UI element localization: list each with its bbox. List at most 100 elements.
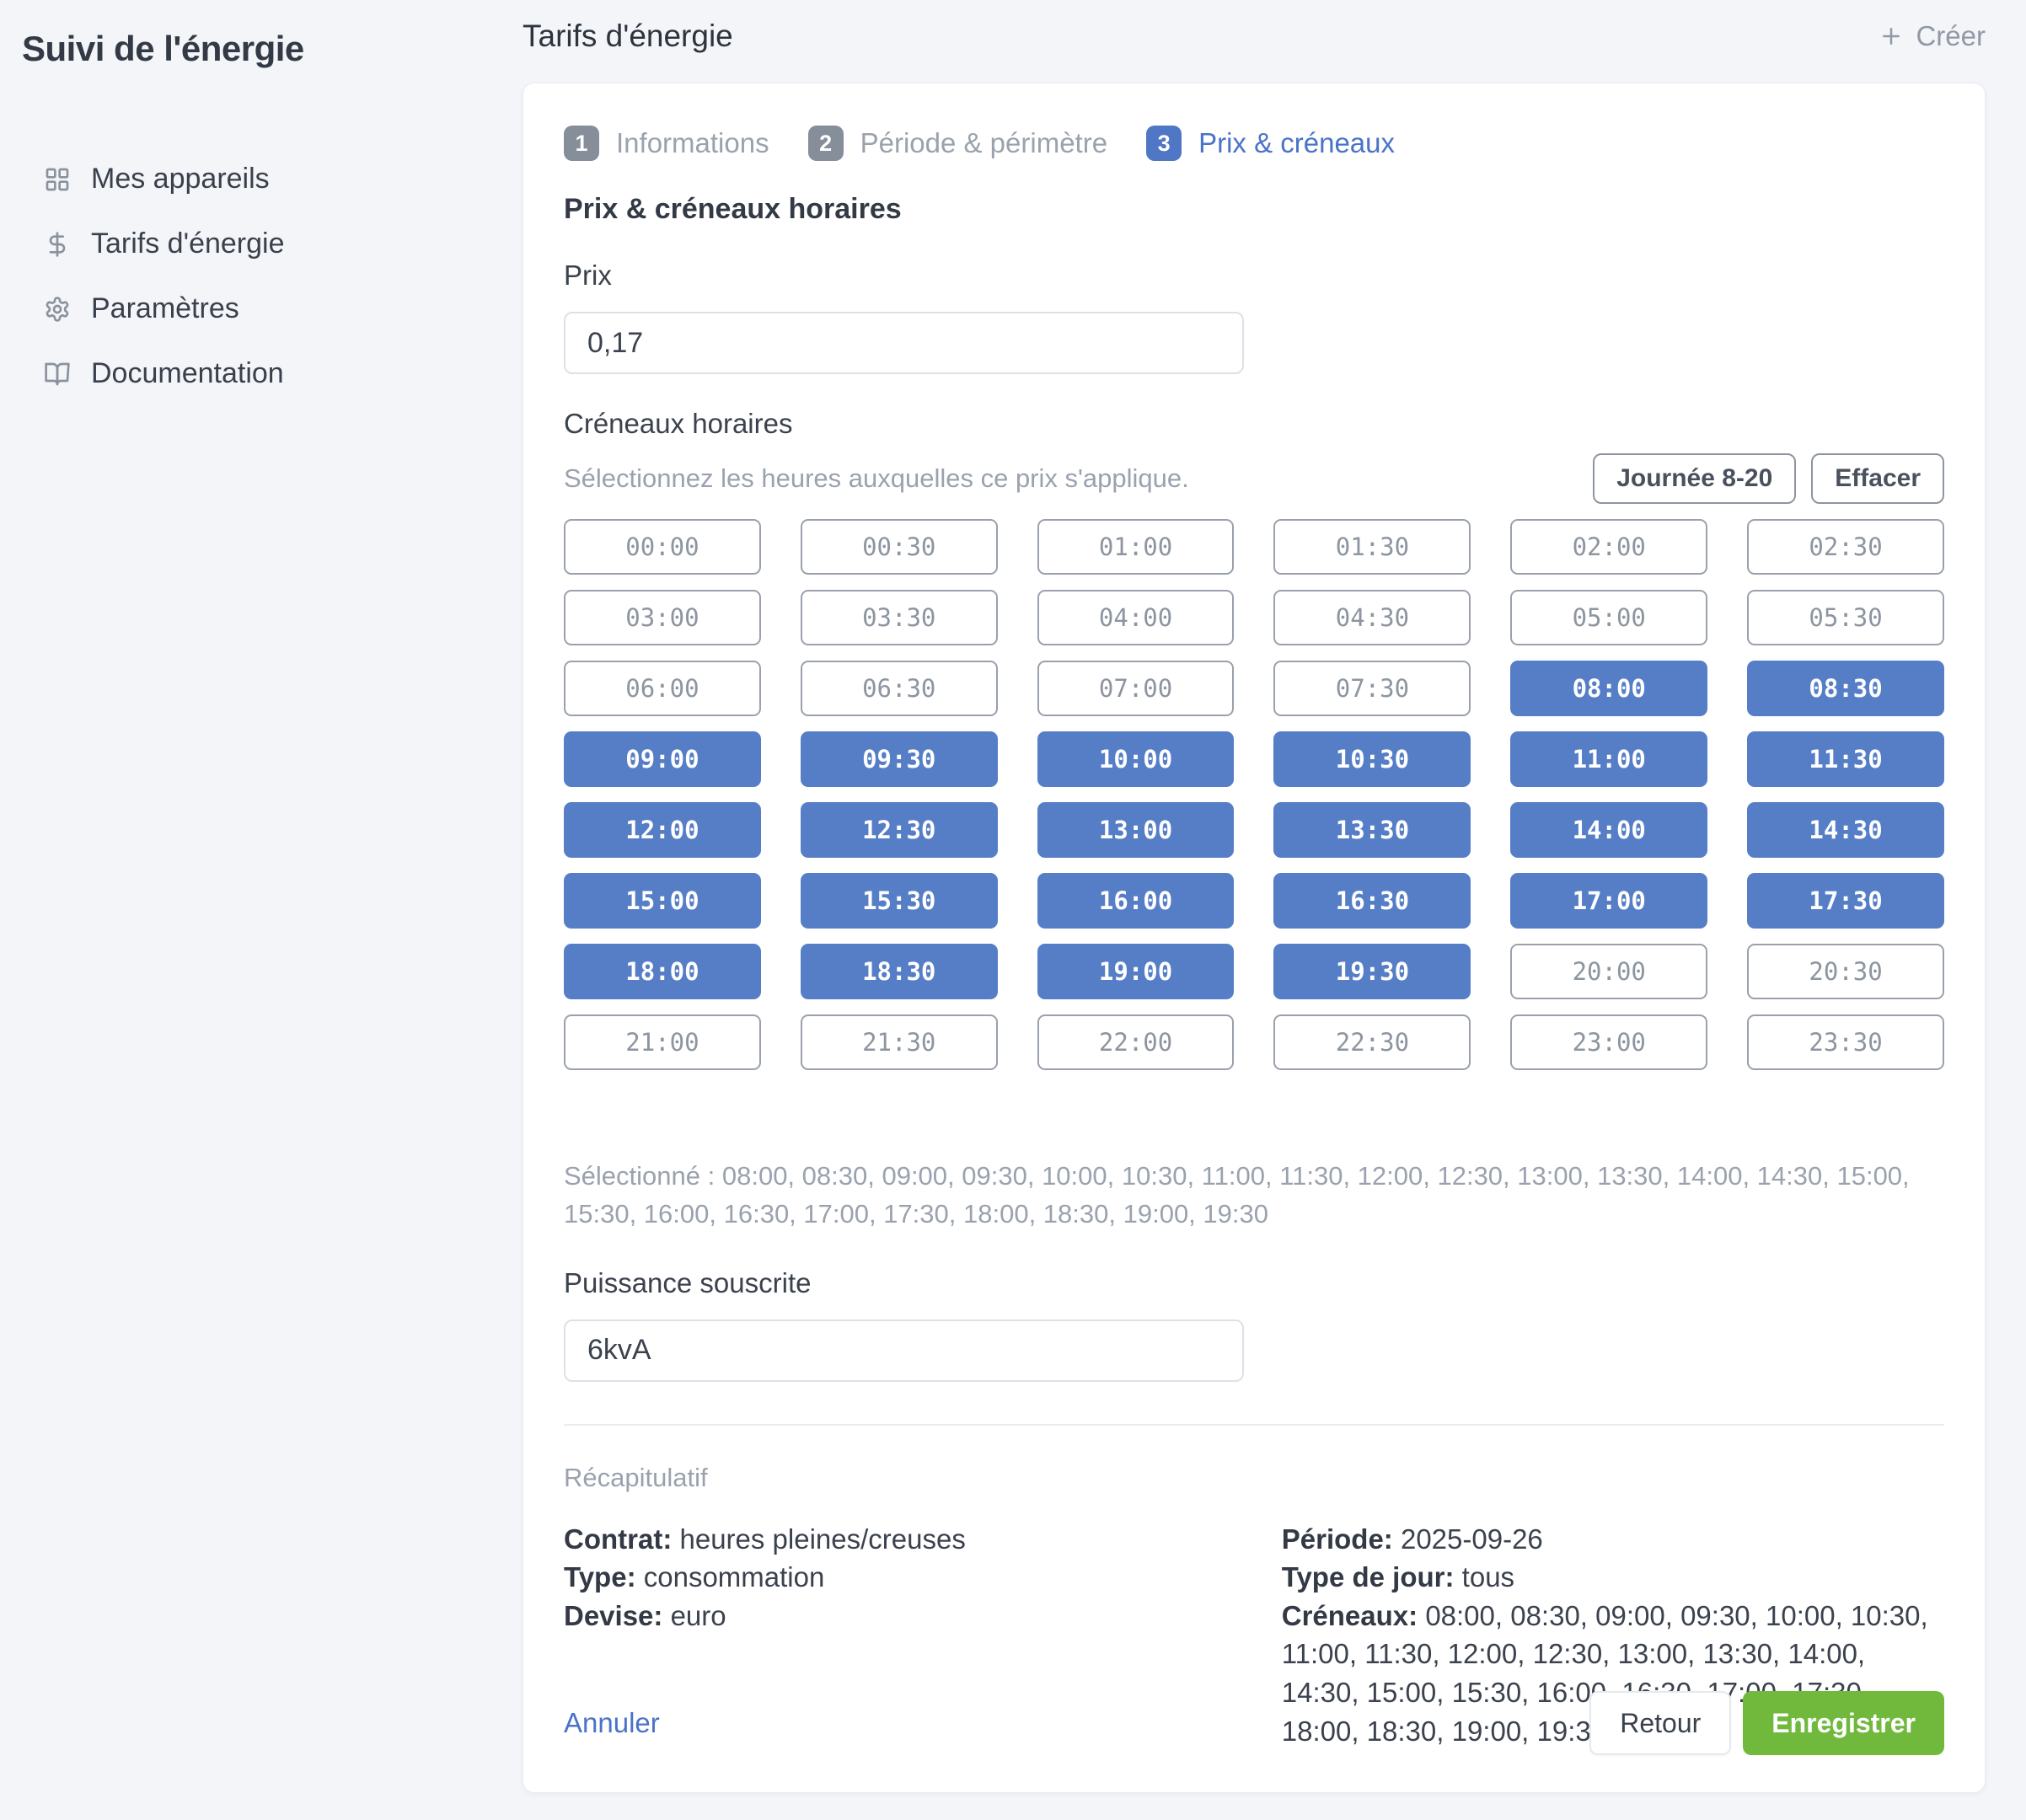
recap-periode: Période: 2025-09-26 xyxy=(1282,1520,1944,1559)
page-title: Tarifs d'énergie xyxy=(523,19,733,53)
time-slot-10-30[interactable]: 10:30 xyxy=(1273,731,1471,787)
recap-devise: Devise: euro xyxy=(564,1597,1282,1635)
step-3-prix-creneaux[interactable]: 3 Prix & créneaux xyxy=(1146,126,1395,161)
time-slot-20-30[interactable]: 20:30 xyxy=(1747,944,1944,999)
time-slot-08-30[interactable]: 08:30 xyxy=(1747,661,1944,716)
step-3-label: Prix & créneaux xyxy=(1198,127,1396,158)
step-2-label: Période & périmètre xyxy=(860,127,1108,158)
time-slot-15-00[interactable]: 15:00 xyxy=(564,873,761,929)
save-button[interactable]: Enregistrer xyxy=(1743,1691,1944,1756)
recap-devise-value: euro xyxy=(670,1599,726,1631)
tariff-wizard-card: 1 Informations 2 Période & périmètre 3 P… xyxy=(523,83,1986,1794)
time-slot-01-00[interactable]: 01:00 xyxy=(1037,519,1235,575)
recap-creneaux-value: 08:00, 08:30, 09:00, 09:30, 10:00, 10:30… xyxy=(1281,1599,1928,1747)
time-slot-12-30[interactable]: 12:30 xyxy=(800,802,998,858)
section-title: Prix & créneaux horaires xyxy=(564,193,902,225)
time-slot-03-30[interactable]: 03:30 xyxy=(800,590,998,645)
grid-icon xyxy=(46,168,69,190)
sidebar-item-label: Paramètres xyxy=(91,292,239,324)
sidebar-item-mes-appareils[interactable]: Mes appareils xyxy=(19,147,502,211)
power-input[interactable] xyxy=(564,1319,1244,1382)
time-slot-12-00[interactable]: 12:00 xyxy=(564,802,761,858)
time-slot-02-00[interactable]: 02:00 xyxy=(1510,519,1708,575)
time-slot-10-00[interactable]: 10:00 xyxy=(1037,731,1235,787)
time-slot-05-30[interactable]: 05:30 xyxy=(1747,590,1944,645)
preset-day-8-20-button[interactable]: Journée 8-20 xyxy=(1593,453,1797,504)
cancel-link[interactable]: Annuler xyxy=(564,1707,660,1739)
time-slot-18-30[interactable]: 18:30 xyxy=(800,944,998,999)
time-slot-23-00[interactable]: 23:00 xyxy=(1510,1014,1708,1070)
time-slot-04-00[interactable]: 04:00 xyxy=(1037,590,1235,645)
price-input[interactable] xyxy=(564,312,1244,374)
time-slot-17-00[interactable]: 17:00 xyxy=(1510,873,1708,929)
create-button[interactable]: Créer xyxy=(1879,20,1986,52)
time-slot-16-30[interactable]: 16:30 xyxy=(1273,873,1471,929)
step-2-periode-perimetre[interactable]: 2 Période & périmètre xyxy=(807,126,1108,161)
time-slot-02-30[interactable]: 02:30 xyxy=(1747,519,1944,575)
recap-periode-value: 2025-09-26 xyxy=(1400,1523,1543,1555)
time-slot-13-30[interactable]: 13:30 xyxy=(1273,802,1471,858)
book-open-icon xyxy=(45,362,70,385)
sidebar-item-parametres[interactable]: Paramètres xyxy=(19,276,502,341)
time-slot-22-30[interactable]: 22:30 xyxy=(1273,1014,1471,1070)
time-slot-09-00[interactable]: 09:00 xyxy=(564,731,761,787)
footer-actions: Retour Enregistrer xyxy=(1589,1691,1944,1756)
back-button[interactable]: Retour xyxy=(1589,1691,1732,1756)
time-slot-05-00[interactable]: 05:00 xyxy=(1510,590,1708,645)
sidebar-item-tarifs-energie[interactable]: Tarifs d'énergie xyxy=(19,211,502,276)
time-slot-09-30[interactable]: 09:30 xyxy=(800,731,998,787)
selected-slots-times: 08:00, 08:30, 09:00, 09:30, 10:00, 10:30… xyxy=(564,1161,1910,1228)
wizard-steps: 1 Informations 2 Période & périmètre 3 P… xyxy=(564,126,1944,161)
time-slot-06-00[interactable]: 06:00 xyxy=(564,661,761,716)
recap-left-column: Contrat: heures pleines/creuses Type: co… xyxy=(564,1520,1282,1750)
time-slot-13-00[interactable]: 13:00 xyxy=(1037,802,1235,858)
time-slot-20-00[interactable]: 20:00 xyxy=(1510,944,1708,999)
step-1-informations[interactable]: 1 Informations xyxy=(564,126,769,161)
time-slot-grid: 00:00 00:30 01:00 01:30 02:00 02:30 03:00 03:30… xyxy=(564,519,1944,1070)
recap-creneaux: Créneaux: 08:00, 08:30, 09:00, 09:30, 10… xyxy=(1282,1597,1944,1750)
step-3-badge: 3 xyxy=(1146,126,1182,161)
plus-icon xyxy=(1883,28,1900,45)
time-slot-00-30[interactable]: 00:30 xyxy=(800,519,998,575)
sidebar-item-documentation[interactable]: Documentation xyxy=(19,341,502,406)
time-slot-14-30[interactable]: 14:30 xyxy=(1747,802,1944,858)
time-slot-14-00[interactable]: 14:00 xyxy=(1510,802,1708,858)
time-slot-11-00[interactable]: 11:00 xyxy=(1510,731,1708,787)
step-2-badge: 2 xyxy=(807,126,844,161)
slots-header-row: Sélectionnez les heures auxquelles ce pr… xyxy=(564,453,1944,504)
time-slot-16-00[interactable]: 16:00 xyxy=(1037,873,1235,929)
time-slot-11-30[interactable]: 11:30 xyxy=(1747,731,1944,787)
recap-right-column: Période: 2025-09-26 Type de jour: tous C… xyxy=(1282,1520,1944,1750)
time-slot-01-30[interactable]: 01:30 xyxy=(1273,519,1471,575)
slots-hint: Sélectionnez les heures auxquelles ce pr… xyxy=(564,463,1189,493)
time-slot-07-30[interactable]: 07:30 xyxy=(1273,661,1471,716)
sidebar-nav: Mes appareils Tarifs d'énergie Paramètre… xyxy=(19,147,502,406)
time-slot-19-00[interactable]: 19:00 xyxy=(1037,944,1235,999)
recap-grid: Contrat: heures pleines/creuses Type: co… xyxy=(564,1520,1944,1750)
step-1-badge: 1 xyxy=(564,126,599,161)
recap-creneaux-label: Créneaux: xyxy=(1281,1599,1418,1631)
time-slot-18-00[interactable]: 18:00 xyxy=(564,944,761,999)
time-slot-15-30[interactable]: 15:30 xyxy=(800,873,998,929)
time-slot-06-30[interactable]: 06:30 xyxy=(800,661,998,716)
time-slot-22-00[interactable]: 22:00 xyxy=(1037,1014,1235,1070)
app-title: Suivi de l'énergie xyxy=(22,29,304,68)
time-slot-19-30[interactable]: 19:30 xyxy=(1273,944,1471,999)
create-button-label: Créer xyxy=(1916,20,1986,51)
time-slot-00-00[interactable]: 00:00 xyxy=(564,519,761,575)
time-slot-17-30[interactable]: 17:30 xyxy=(1747,873,1944,929)
time-slot-04-30[interactable]: 04:30 xyxy=(1273,590,1471,645)
main-area: Tarifs d'énergie Créer 1 Informations 2 … xyxy=(502,0,2026,1820)
time-slot-08-00[interactable]: 08:00 xyxy=(1510,661,1708,716)
time-slot-21-00[interactable]: 21:00 xyxy=(564,1014,761,1070)
time-slot-21-30[interactable]: 21:30 xyxy=(800,1014,998,1070)
clear-slots-button[interactable]: Effacer xyxy=(1811,453,1944,504)
card-footer: Annuler Retour Enregistrer xyxy=(564,1691,1944,1756)
time-slot-23-30[interactable]: 23:30 xyxy=(1747,1014,1944,1070)
time-slot-03-00[interactable]: 03:00 xyxy=(564,590,761,645)
recap-type-jour: Type de jour: tous xyxy=(1282,1558,1944,1597)
recap-type-jour-value: tous xyxy=(1461,1561,1515,1593)
price-label: Prix xyxy=(564,260,612,291)
time-slot-07-00[interactable]: 07:00 xyxy=(1037,661,1235,716)
